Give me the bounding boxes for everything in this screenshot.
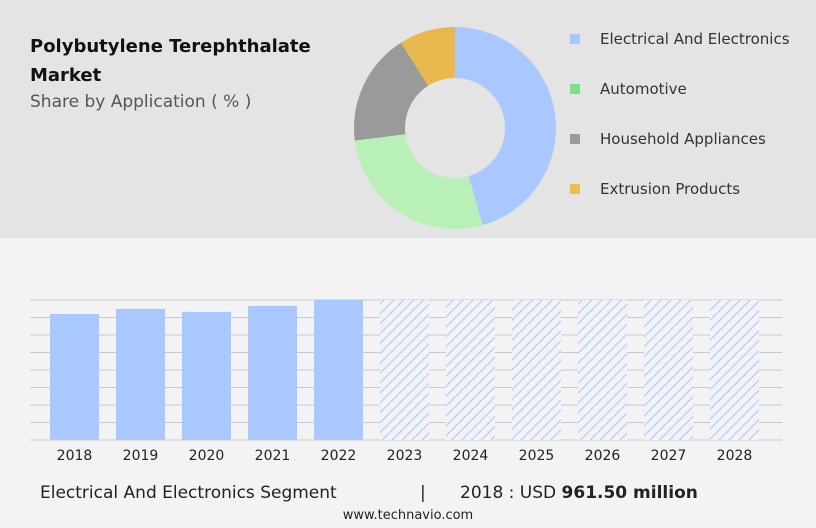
donut-legend: Electrical And Electronics Automotive Hous… <box>570 14 790 214</box>
legend-swatch <box>570 134 580 144</box>
legend-item: Household Appliances <box>570 114 790 164</box>
x-tick-label: 2027 <box>651 448 687 464</box>
donut-slice <box>400 27 455 86</box>
donut-slice <box>455 27 556 226</box>
x-tick-label: 2025 <box>519 448 555 464</box>
legend-item: Extrusion Products <box>570 164 790 214</box>
x-tick-label: 2020 <box>189 448 225 464</box>
x-tick-label: 2021 <box>255 448 291 464</box>
bar-2021 <box>248 305 297 440</box>
forecast-bar-2026 <box>578 300 627 440</box>
legend-label: Electrical And Electronics <box>600 30 790 48</box>
legend-item: Electrical And Electronics <box>570 14 790 64</box>
x-tick-label: 2018 <box>57 448 93 464</box>
legend-item: Automotive <box>570 64 790 114</box>
forecast-bar-2025 <box>512 300 561 440</box>
x-tick-label: 2022 <box>321 448 357 464</box>
footer-value: 961.50 million <box>561 483 698 503</box>
legend-swatch <box>570 34 580 44</box>
x-tick-label: 2024 <box>453 448 489 464</box>
forecast-bar-2024 <box>446 300 495 440</box>
site-url: www.technavio.com <box>342 508 474 523</box>
footer-segment: Electrical And Electronics Segment <box>40 483 337 503</box>
legend-label: Household Appliances <box>600 130 766 148</box>
bar-2019 <box>116 308 165 440</box>
x-tick-label: 2026 <box>585 448 621 464</box>
legend-swatch <box>570 84 580 94</box>
footer-year: 2018 : USD <box>460 483 557 503</box>
bar-2022 <box>314 300 363 440</box>
x-tick-label: 2019 <box>123 448 159 464</box>
forecast-bar-2028 <box>710 300 759 440</box>
bar-2018 <box>50 313 99 440</box>
x-tick-label: 2028 <box>717 448 753 464</box>
legend-label: Automotive <box>600 80 687 98</box>
chart-subtitle: Share by Application ( % ) <box>30 92 252 112</box>
legend-swatch <box>570 184 580 194</box>
forecast-bar-2027 <box>644 300 693 440</box>
x-tick-label: 2023 <box>387 448 423 464</box>
page-title: Polybutylene Terephthalate Market <box>30 36 311 86</box>
donut-slice <box>354 42 429 141</box>
legend-label: Extrusion Products <box>600 180 741 198</box>
footer-divider: | <box>420 483 426 503</box>
forecast-bar-2023 <box>380 300 429 440</box>
bar-2020 <box>182 311 231 440</box>
donut-slice <box>354 134 483 229</box>
